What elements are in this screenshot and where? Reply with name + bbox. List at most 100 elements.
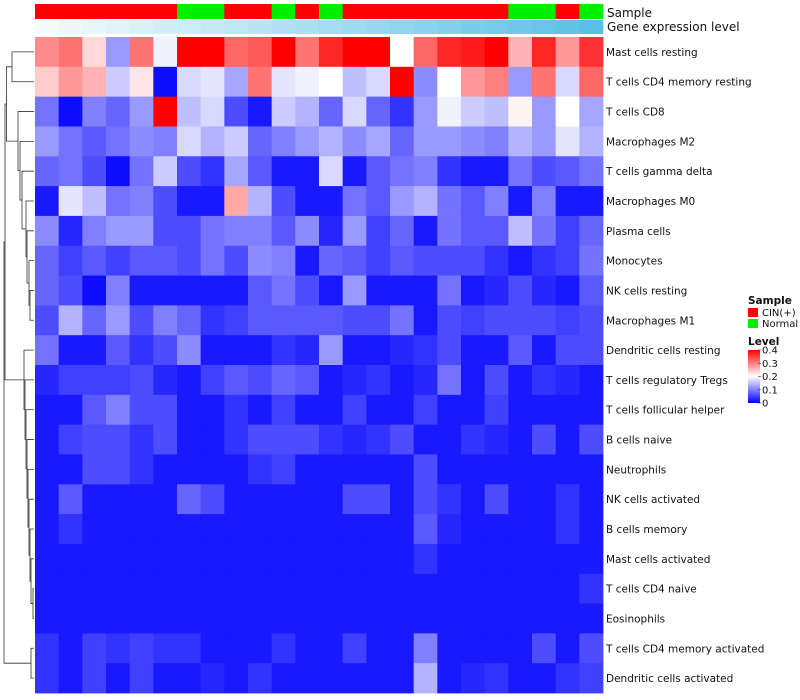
heatmap-cell [390,633,415,664]
heatmap-cell [129,156,154,187]
sample-annotation-cell [177,4,201,19]
heatmap-cell [248,305,273,336]
heatmap-cell [413,514,438,545]
gene-expression-cell [342,20,367,34]
heatmap-cell [177,394,202,426]
heatmap-cell [106,305,131,336]
heatmap-cell [58,215,83,247]
heatmap-cell [224,603,249,634]
heatmap-cell [366,215,391,247]
heatmap-cell [532,275,557,306]
heatmap-cell [413,305,438,336]
heatmap-cell [484,156,509,187]
heatmap-cell [153,394,178,426]
heatmap-cell [82,126,107,157]
heatmap-cell [508,215,533,247]
gene-expression-cell [319,20,343,34]
heatmap-cell [319,424,344,455]
heatmap-cell [58,454,83,485]
heatmap-cell [295,484,320,515]
heatmap-cell [295,424,320,455]
heatmap-cell [555,96,580,127]
row-label: Macrophages M0 [606,196,695,208]
heatmap-cell [200,66,225,98]
heatmap-cell [437,126,462,157]
row-label: T cells CD4 memory resting [605,77,752,89]
heatmap-cell [177,454,202,485]
heatmap-cell [106,365,131,396]
heatmap-cell [342,424,367,455]
row-label: B cells memory [606,524,687,536]
heatmap-cell [413,424,438,455]
heatmap-cell [129,454,154,485]
row-label: Neutrophils [606,464,666,476]
heatmap-cell [319,275,344,306]
dendrogram-branch [21,170,34,230]
heatmap-cell [413,394,438,426]
heatmap-cell [319,126,344,157]
gene-expression-cell [177,20,201,34]
heatmap-cell [153,275,178,306]
heatmap-cell [106,186,131,217]
row-label: T cells regulatory Tregs [605,375,728,387]
heatmap-cell [177,335,202,366]
heatmap-cell [366,335,391,366]
gene-track-label: Gene expression level [607,20,740,34]
heatmap-cell [224,126,249,157]
heatmap-cell [82,484,107,515]
heatmap-cell [366,663,391,694]
row-label: Dendritic cells resting [606,345,721,357]
heatmap-cell [248,66,273,98]
heatmap-cell [35,335,60,366]
heatmap-cell [342,305,367,336]
heatmap-cell [224,335,249,366]
heatmap-cell [437,335,462,366]
heatmap-cell [224,37,249,68]
gene-expression-track [35,20,604,34]
heatmap-cell [35,573,60,604]
heatmap-cell [129,633,154,664]
heatmap-cells [35,37,604,694]
heatmap-cell [413,186,438,217]
dendrogram-branch [32,588,34,619]
heatmap-cell [579,514,604,545]
heatmap-cell [129,663,154,694]
heatmap-cell [342,514,367,545]
heatmap-cell [532,215,557,247]
heatmap-cell [484,603,509,634]
heatmap-cell [200,126,225,157]
heatmap-cell [437,305,462,336]
heatmap-cell [248,633,273,664]
heatmap-cell [295,573,320,604]
heatmap-cell [437,394,462,426]
heatmap-cell [200,96,225,127]
level-tick-label: 0.3 [762,359,778,370]
heatmap-cell [555,126,580,157]
heatmap-cell [390,424,415,455]
dendrogram-branch [29,290,34,321]
heatmap-cell [413,663,438,694]
row-label: NK cells activated [606,494,700,506]
heatmap-cell [271,454,296,485]
heatmap-cell [58,335,83,366]
heatmap-cell [200,633,225,664]
sample-annotation-cell [106,4,130,19]
gene-expression-cell [508,20,533,34]
heatmap-cell [177,424,202,455]
heatmap-cell [319,186,344,217]
heatmap-cell [295,245,320,276]
heatmap-cell [82,424,107,455]
heatmap-cell [177,37,202,68]
gene-expression-cell [579,20,604,34]
heatmap-cell [58,37,83,68]
gene-expression-cell [555,20,580,34]
heatmap-cell [248,424,273,455]
heatmap-cell [295,156,320,187]
heatmap-cell [413,275,438,306]
heatmap-cell [366,305,391,336]
heatmap-cell [555,573,580,604]
sample-annotation-cell [271,4,296,19]
heatmap-cell [555,663,580,694]
heatmap-cell [200,454,225,485]
heatmap-cell [200,335,225,366]
